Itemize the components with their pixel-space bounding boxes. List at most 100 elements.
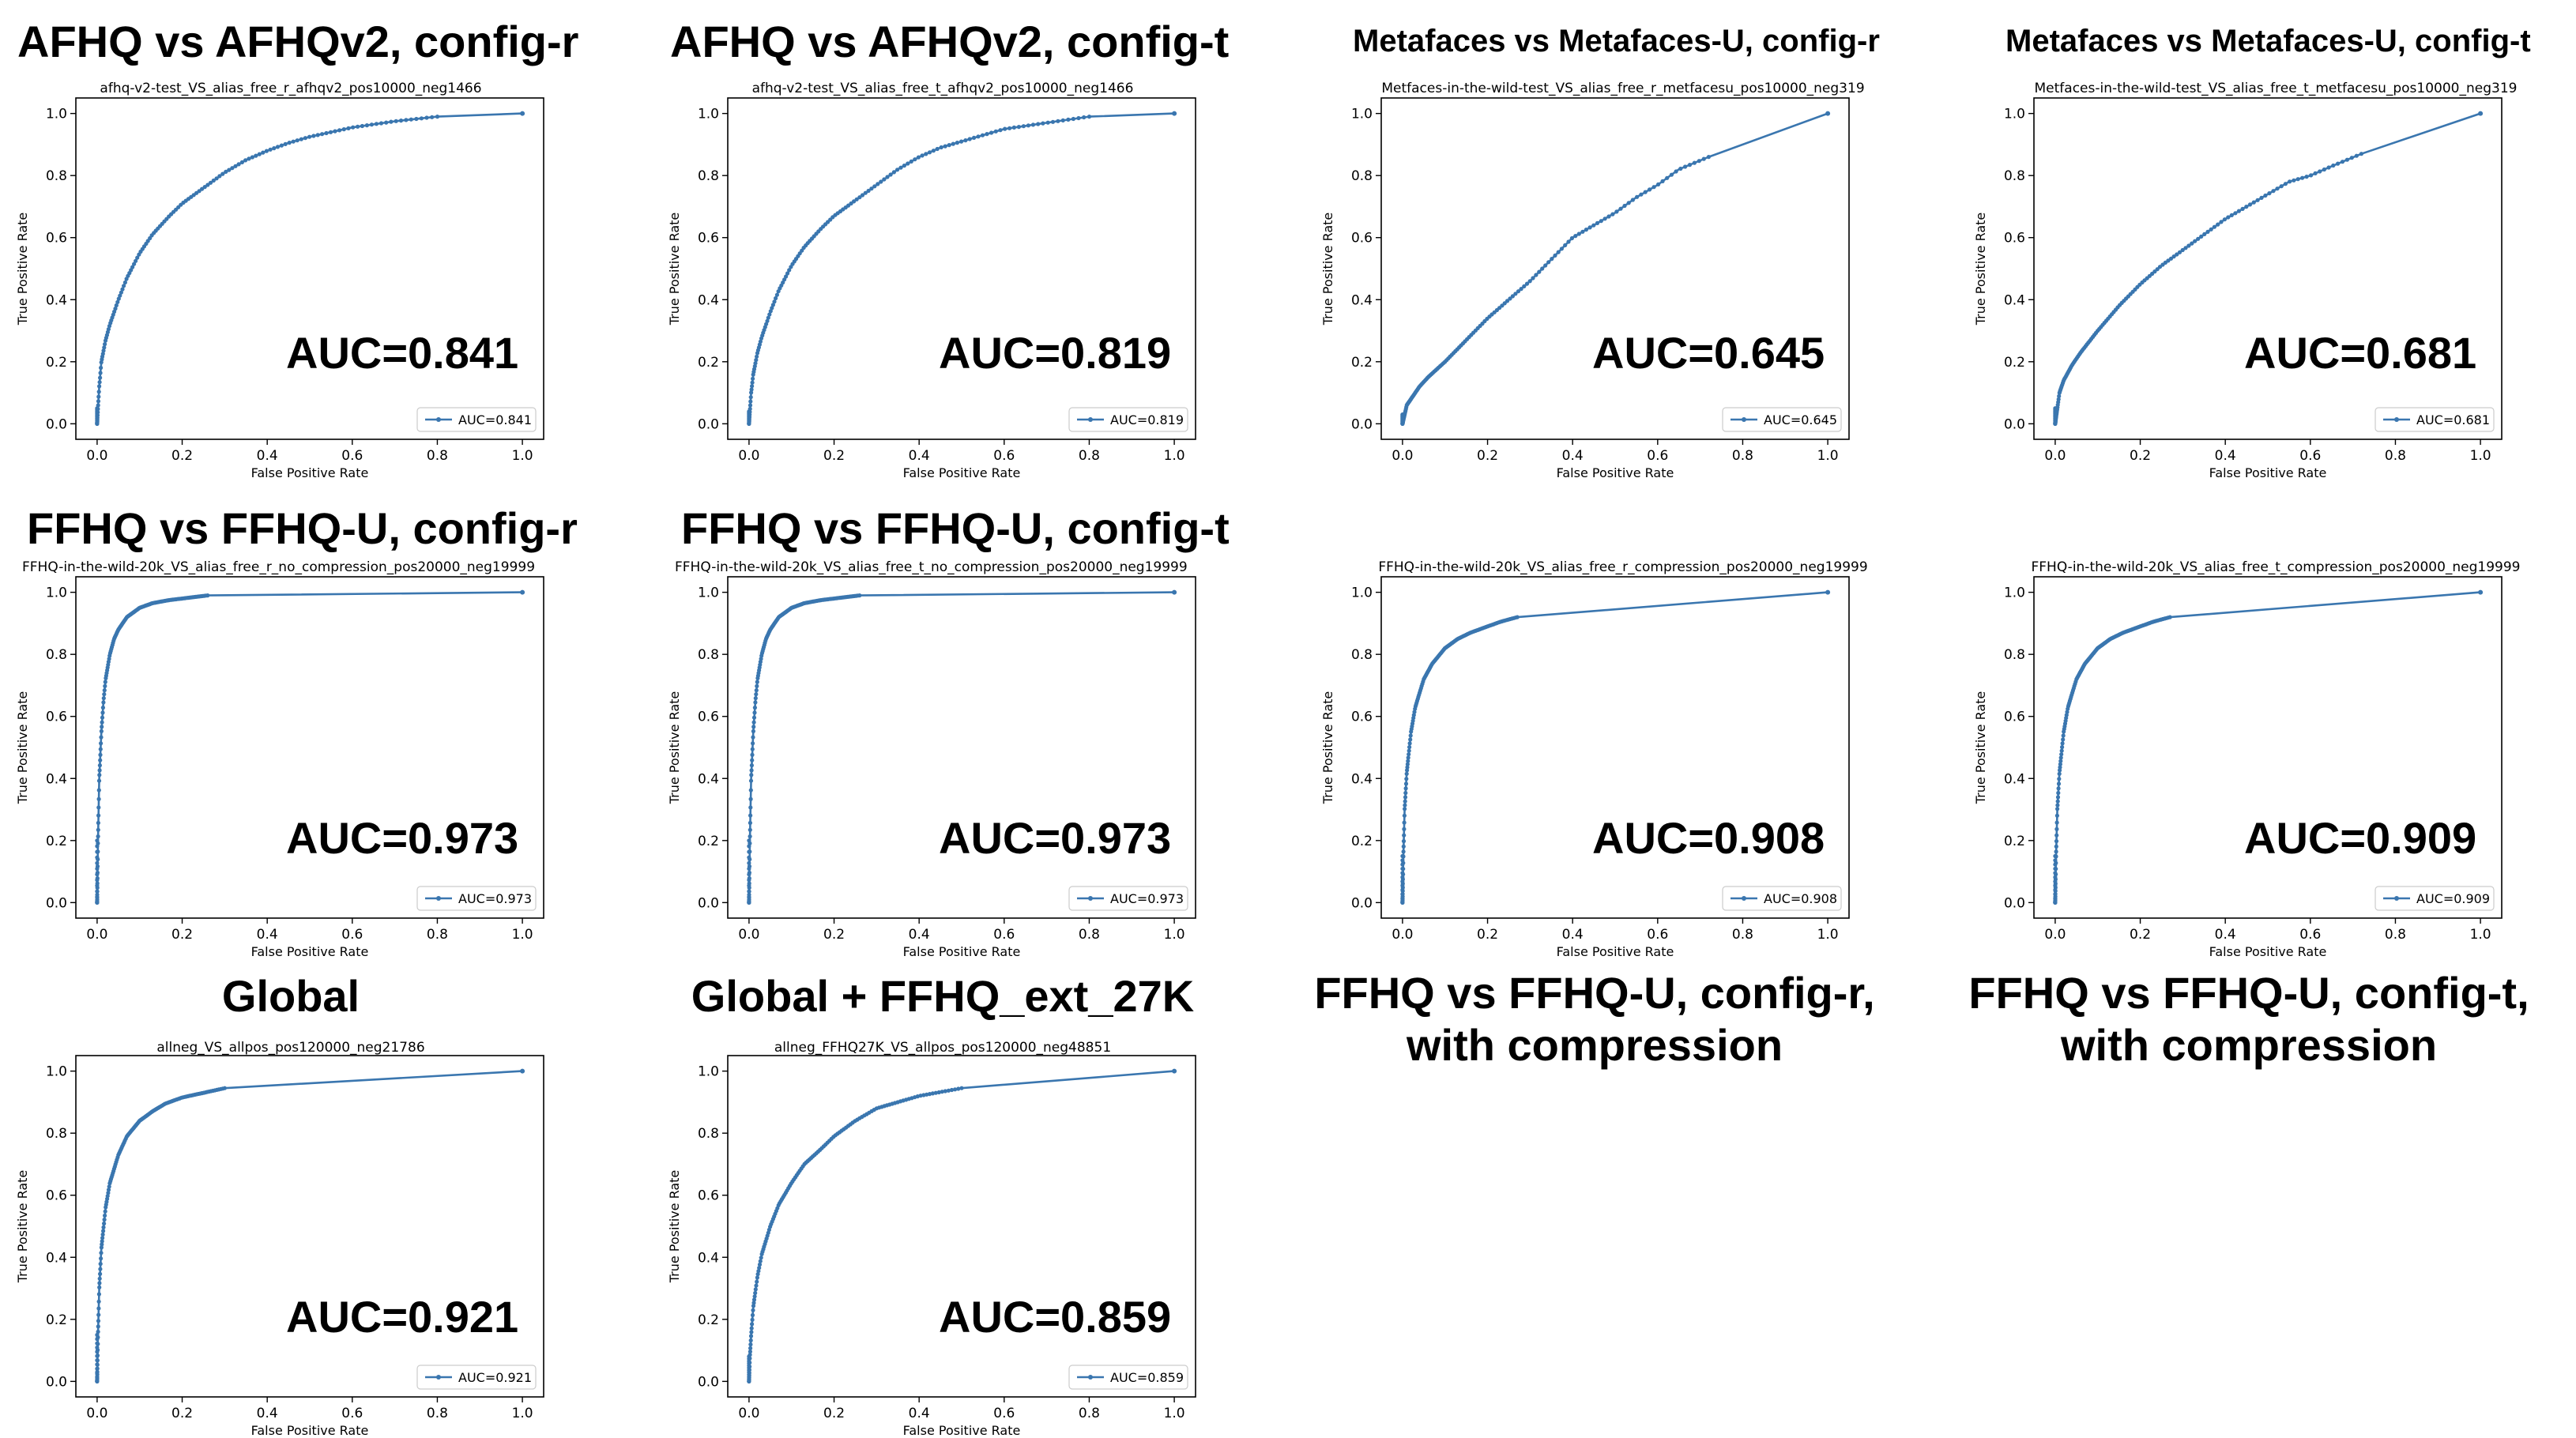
x-tick-label: 0.4 [2215,927,2236,943]
roc-curve-marker [1402,820,1407,825]
roc-curve-marker [100,352,105,356]
roc-curve-marker [2056,786,2061,791]
roc-curve-marker [520,111,525,116]
y-axis-label: True Positive Rate [1973,691,1988,805]
legend-marker [1742,417,1746,422]
roc-curve-marker [1403,807,1407,811]
auc-annotation-3: AUC=0.681 [2244,328,2477,378]
roc-series [95,111,525,426]
roc-curve-marker [95,872,100,877]
roc-curve-marker [120,287,125,292]
roc-curve-marker [2061,737,2066,742]
legend-marker [2394,896,2399,901]
auc-annotation-8: AUC=0.921 [286,1292,519,1342]
y-tick-label: 0.4 [46,292,67,308]
roc-curve-marker [860,193,865,198]
roc-curve-marker [106,1191,111,1195]
roc-curve-marker [2064,713,2069,717]
legend: AUC=0.973 [1068,886,1188,911]
roc-curve-marker [1683,164,1688,169]
x-tick-label: 0.4 [257,1406,278,1421]
x-tick-label: 0.2 [171,1406,193,1421]
roc-curve-marker [1584,228,1588,232]
plot-frame [2033,97,2503,440]
x-tick-label: 0.8 [1079,927,1100,943]
roc-curve-marker [2244,205,2249,209]
x-tick-label: 1.0 [1164,927,1185,943]
roc-curve-marker [291,139,296,144]
roc-curve-marker [101,696,106,701]
roc-curve-marker [122,284,126,288]
roc-curve-marker [764,322,769,326]
roc-curve-marker [95,1366,100,1371]
legend-box [2375,407,2495,432]
roc-curve-marker [99,1251,104,1255]
roc-curve-marker [1407,748,1411,753]
roc-curve-marker [95,1332,100,1338]
roc-curve-marker [749,763,754,768]
roc-curve-marker [1401,839,1407,844]
roc-curve-marker [96,1319,101,1323]
roc-curve-marker [1404,777,1409,781]
roc-curve-marker [2229,213,2234,217]
roc-curve-marker [863,190,868,195]
roc-curve-marker [2053,892,2058,897]
roc-curve-marker [220,171,225,176]
roc-curve-marker [1591,223,1596,228]
x-tick-label: 0.0 [86,927,107,943]
roc-curve-marker [100,1242,104,1247]
panel-title-0: AFHQ vs AFHQv2, config-r [17,17,579,66]
roc-curve-marker [1402,813,1407,818]
roc-curve-marker [854,197,859,201]
roc-curve-marker [768,309,773,314]
roc-series [747,1068,1177,1383]
roc-curve-marker [1630,198,1635,202]
roc-curve-marker [758,1259,763,1263]
roc-curve-marker [748,813,753,818]
plot-frame [727,1055,1196,1398]
roc-curve-marker [1599,219,1603,224]
plot-frame [75,1055,544,1398]
roc-curve-marker [1643,190,1648,194]
roc-series [1400,111,1831,426]
x-tick-label: 1.0 [512,927,533,943]
roc-curve-marker [2359,152,2363,156]
x-tick-label: 1.0 [1164,448,1185,464]
roc-curve-marker [1402,833,1407,838]
y-tick-label: 0.6 [2004,231,2025,247]
roc-curve-marker [135,255,140,260]
roc-curve-marker [747,900,751,905]
roc-curve-marker [98,1267,103,1271]
roc-curve-marker [97,1285,102,1289]
roc-curve-marker [205,593,210,598]
roc-curve-marker [754,692,759,697]
legend-marker [1088,1375,1093,1380]
y-tick-label: 0.6 [698,1188,719,1204]
y-tick-label: 0.0 [2004,895,2025,911]
roc-curve-marker [963,138,968,143]
roc-curve-marker [103,1213,107,1218]
roc-curve-marker [95,1341,100,1346]
roc-plot-0: 0.0 0.0 0.2 0.2 0.4 0.4 0.6 0.6 0.8 0.8 1.0 1.0 Fals… [15,97,544,480]
x-tick-label: 0.2 [823,1406,845,1421]
roc-curve-marker [749,773,754,777]
plot-frame [1380,97,1850,440]
roc-curve-marker [106,1188,111,1192]
roc-curve-marker [748,1350,752,1354]
x-tick-label: 0.6 [2299,927,2321,943]
roc-curve-marker [315,133,320,137]
roc-curve-marker [1665,175,1670,180]
legend: AUC=0.973 [416,886,537,911]
x-tick-label: 0.0 [2044,448,2066,464]
roc-curve-marker [895,168,900,172]
roc-curve-marker [750,1322,755,1327]
x-tick-label: 1.0 [1164,1406,1185,1421]
roc-curve-marker [758,339,763,344]
x-tick-label: 1.0 [2470,448,2491,464]
roc-curve-marker [337,128,342,133]
roc-plot-8: 0.0 0.0 0.2 0.2 0.4 0.4 0.6 0.6 0.8 0.8 1.0 1.0 Fals… [15,1055,544,1438]
roc-curve-marker [1400,887,1405,892]
roc-curve-marker [351,125,356,130]
y-tick-label: 0.8 [2004,647,2025,663]
roc-curve-marker [2054,849,2058,854]
